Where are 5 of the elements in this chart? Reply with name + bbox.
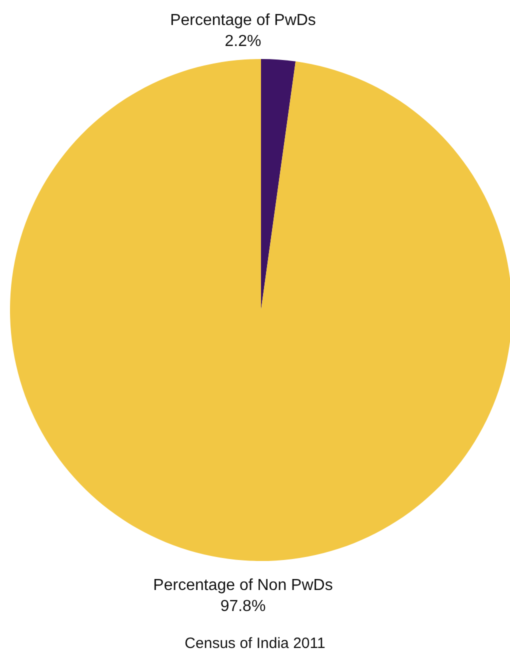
data-label: 97.8% [220, 598, 266, 615]
slice-label: Percentage of PwDs [170, 12, 316, 29]
slice-label: Percentage of Non PwDs [153, 577, 333, 594]
text: Census of India 2011 [184, 635, 326, 652]
data-label: 2.2% [224, 33, 262, 50]
